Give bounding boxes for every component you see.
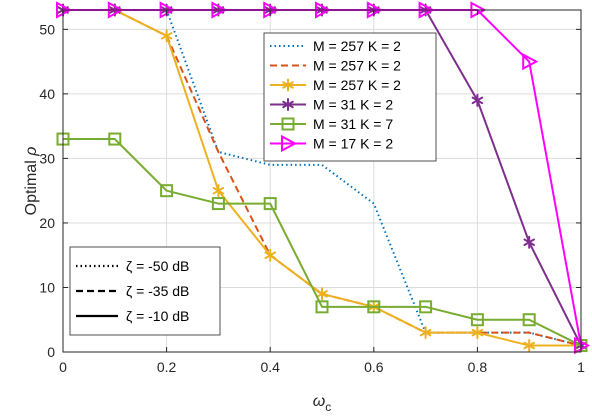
series-legend-box: [263, 32, 437, 162]
marker-triangle-right: [522, 52, 539, 71]
marker-asterisk: [523, 339, 535, 353]
legend-entry: M = 257 K = 2: [270, 58, 401, 74]
series-legend: M = 257 K = 2 M = 257 K = 2 M = 257 K = 2 M…: [263, 32, 437, 162]
marker-asterisk: [523, 235, 535, 249]
style-legend-label: ζ = -50 dB: [126, 258, 189, 274]
marker-square: [419, 300, 433, 314]
x-tick-label: 0.6: [364, 359, 384, 375]
y-axis-symbol: ρ: [23, 147, 40, 157]
marker-asterisk: [471, 326, 484, 340]
asterisk-stroke: [471, 96, 484, 105]
marker-asterisk: [160, 29, 173, 43]
style-legend-label: ζ = -35 dB: [126, 283, 189, 299]
marker-asterisk: [471, 93, 484, 107]
legend-label: M = 31 K = 7: [313, 116, 393, 132]
series-line: [63, 138, 582, 347]
marker-triangle-right: [281, 134, 298, 153]
legend-label: M = 31 K = 2: [313, 97, 393, 113]
asterisk-stroke: [212, 186, 225, 195]
y-tick-label: 0: [47, 344, 55, 360]
marker-square: [108, 132, 122, 146]
x-axis-symbol: ω: [313, 393, 325, 410]
asterisk-stroke: [523, 238, 535, 247]
asterisk-stroke: [160, 32, 173, 40]
marker-asterisk: [419, 326, 432, 340]
y-tick-label: 30: [39, 150, 55, 166]
marker-square: [470, 313, 484, 327]
asterisk-stroke: [264, 251, 276, 259]
marker-square: [160, 184, 174, 198]
y-tick-label: 50: [39, 21, 55, 37]
legend-label: M = 257 K = 2: [313, 58, 401, 74]
x-tick-label: 0.2: [157, 359, 177, 375]
style-legend-entry: ζ = -50 dB: [76, 258, 189, 274]
asterisk-stroke: [419, 328, 432, 337]
y-tick-label: 10: [39, 279, 55, 295]
x-axis-label: ωc: [313, 393, 331, 414]
legend-entry: M = 31 K = 2: [270, 97, 393, 113]
asterisk-stroke: [471, 328, 484, 337]
y-tick-label: 40: [39, 86, 55, 102]
x-tick-label: 0.4: [260, 359, 280, 375]
x-tick-label: 1: [577, 359, 585, 375]
style-legend-entry: ζ = -10 dB: [76, 308, 189, 324]
legend-entry: M = 17 K = 2: [270, 134, 393, 153]
plot-frame: [62, 9, 582, 353]
series-legend-items: M = 257 K = 2 M = 257 K = 2 M = 257 K = 2 M…: [270, 38, 401, 153]
style-legend-box: [69, 246, 221, 336]
legend-entry: M = 31 K = 7: [270, 116, 393, 132]
asterisk-stroke: [523, 341, 535, 350]
legend-entry: M = 257 K = 2: [270, 38, 401, 54]
style-legend-label: ζ = -10 dB: [126, 308, 189, 324]
legend-entry: M = 257 K = 2: [270, 77, 401, 93]
style-legend-entry: ζ = -35 dB: [76, 283, 189, 299]
marker-square: [367, 300, 381, 314]
marker-square: [263, 197, 277, 211]
marker-asterisk: [282, 78, 294, 92]
x-tick-label: 0: [59, 359, 67, 375]
asterisk-stroke: [282, 100, 294, 109]
y-axis-label: Optimal ρ: [23, 147, 40, 216]
marker-square: [522, 313, 536, 327]
marker-square: [281, 117, 295, 131]
marker-asterisk: [282, 98, 294, 111]
marker-asterisk: [212, 184, 225, 198]
marker-asterisk: [264, 248, 276, 262]
style-legend: ζ = -50 dB ζ = -35 dB ζ = -10 dB: [69, 246, 221, 336]
x-tick-label: 0.8: [468, 359, 488, 375]
series-5: [56, 132, 588, 353]
legend-label: M = 257 K = 2: [313, 38, 401, 54]
style-legend-items: ζ = -50 dB ζ = -35 dB ζ = -10 dB: [76, 258, 189, 324]
marker-asterisk: [316, 287, 328, 301]
legend-label: M = 257 K = 2: [313, 77, 401, 93]
y-tick-label: 20: [39, 215, 55, 231]
legend-label: M = 17 K = 2: [313, 136, 393, 152]
asterisk-stroke: [316, 290, 328, 298]
x-axis-subscript: c: [325, 400, 331, 414]
marker-square: [315, 300, 329, 314]
asterisk-stroke: [282, 81, 294, 89]
marker-square: [211, 197, 225, 211]
y-axis-word: Optimal: [23, 160, 40, 215]
